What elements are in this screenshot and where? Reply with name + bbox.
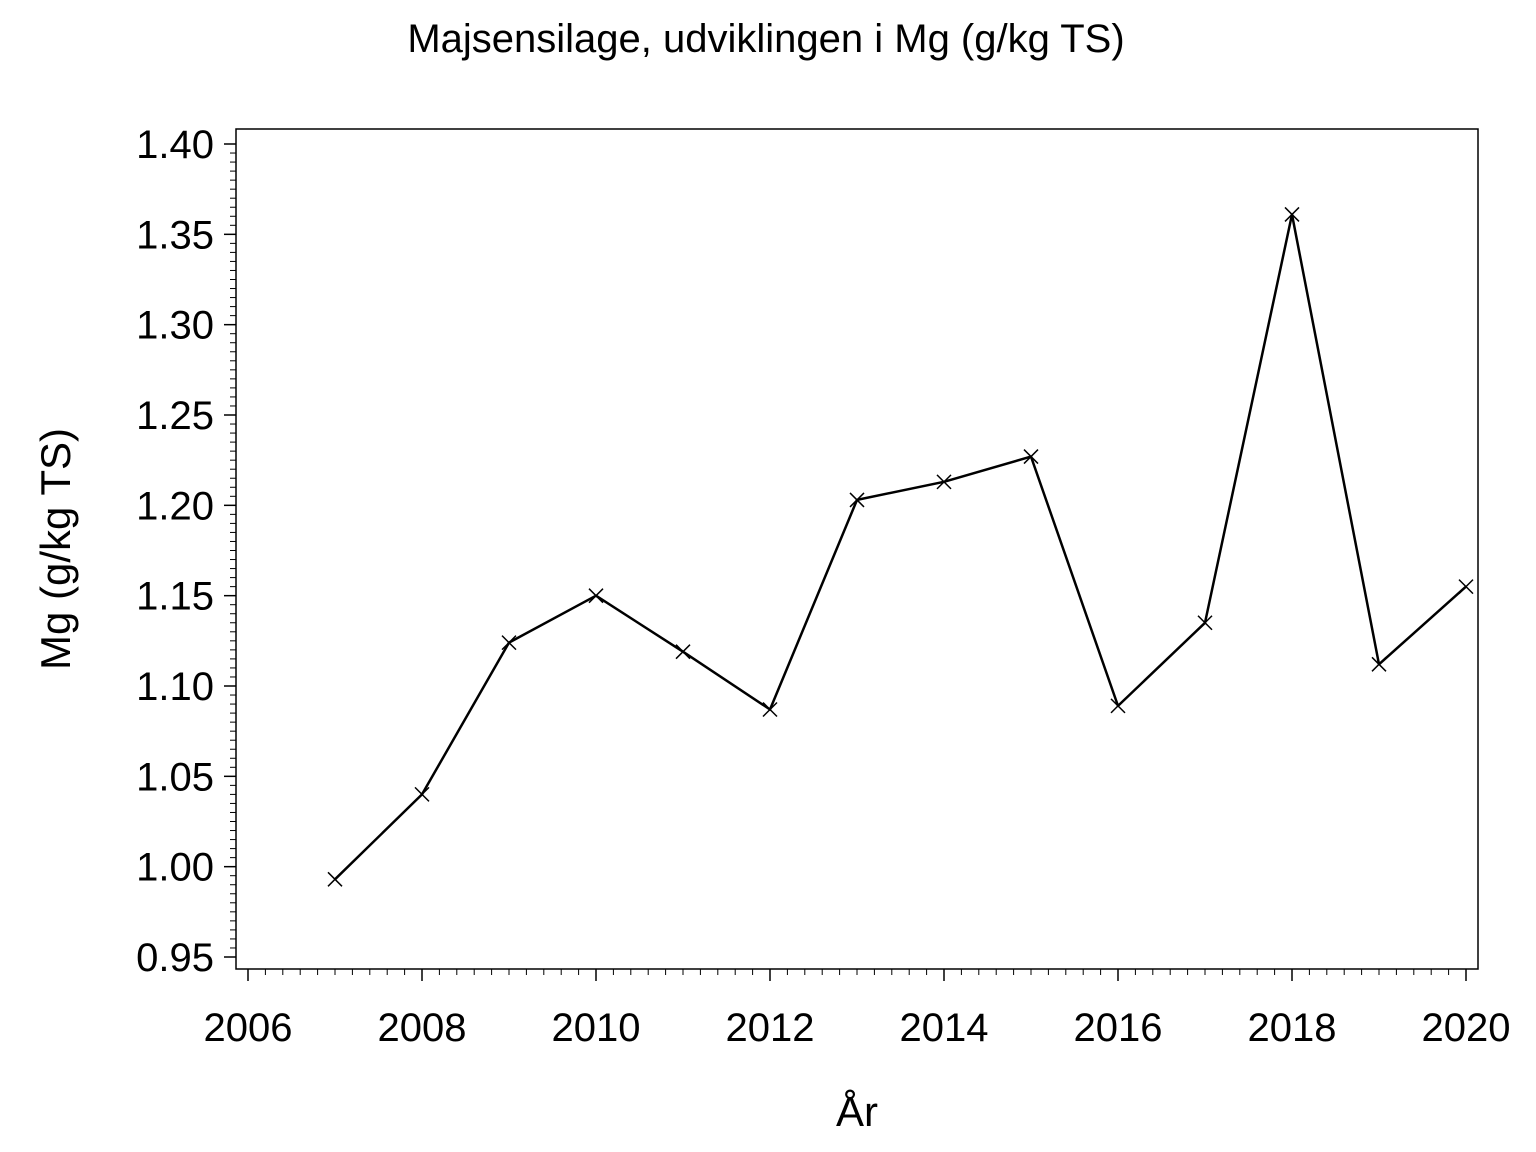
y-axis: 0.95 1.00 1.05 1.10 1.15 1.20 1.25 1.30 1.35 1.40	[136, 123, 236, 980]
y-tick-label: 1.15	[136, 575, 214, 619]
data-point-marker	[414, 786, 430, 802]
plot-area-frame	[235, 128, 1479, 970]
data-point-marker	[1197, 615, 1213, 631]
data-point-marker	[327, 871, 343, 887]
data-point-marker	[1023, 449, 1039, 465]
x-axis-label: År	[836, 1088, 878, 1135]
y-tick-label: 1.05	[136, 755, 214, 799]
data-point-marker	[1110, 698, 1126, 714]
y-tick-label: 1.40	[136, 123, 214, 167]
data-point-marker	[1458, 579, 1474, 595]
y-tick-label: 1.20	[136, 484, 214, 528]
x-tick-label: 2016	[1074, 1006, 1163, 1050]
y-tick-label: 1.30	[136, 304, 214, 348]
series-layer	[327, 206, 1474, 887]
x-tick-label: 2014	[900, 1006, 989, 1050]
data-point-marker	[1284, 206, 1300, 222]
data-point-marker	[675, 644, 691, 660]
x-axis: 2006 2008 2010 2012 2014 2016 2018 2020	[204, 969, 1511, 1050]
x-tick-label: 2006	[204, 1006, 293, 1050]
data-point-marker	[1371, 656, 1387, 672]
y-tick-label: 0.95	[136, 936, 214, 980]
x-tick-label: 2018	[1248, 1006, 1337, 1050]
data-point-marker	[588, 588, 604, 604]
y-tick-label: 1.00	[136, 846, 214, 890]
y-tick-label: 1.25	[136, 394, 214, 438]
data-point-marker	[849, 492, 865, 508]
y-axis-label: Mg (g/kg TS)	[32, 428, 79, 670]
data-point-marker	[762, 701, 778, 718]
data-point-marker	[501, 635, 517, 651]
chart-title: Majsensilage, udviklingen i Mg (g/kg TS)	[407, 17, 1124, 61]
x-tick-label: 2020	[1422, 1006, 1511, 1050]
x-tick-label: 2012	[726, 1006, 815, 1050]
series-line	[334, 213, 1467, 881]
data-point-marker	[936, 474, 952, 490]
y-tick-label: 1.35	[136, 213, 214, 257]
x-tick-label: 2008	[378, 1006, 467, 1050]
y-tick-label: 1.10	[136, 665, 214, 709]
x-tick-label: 2010	[552, 1006, 641, 1050]
